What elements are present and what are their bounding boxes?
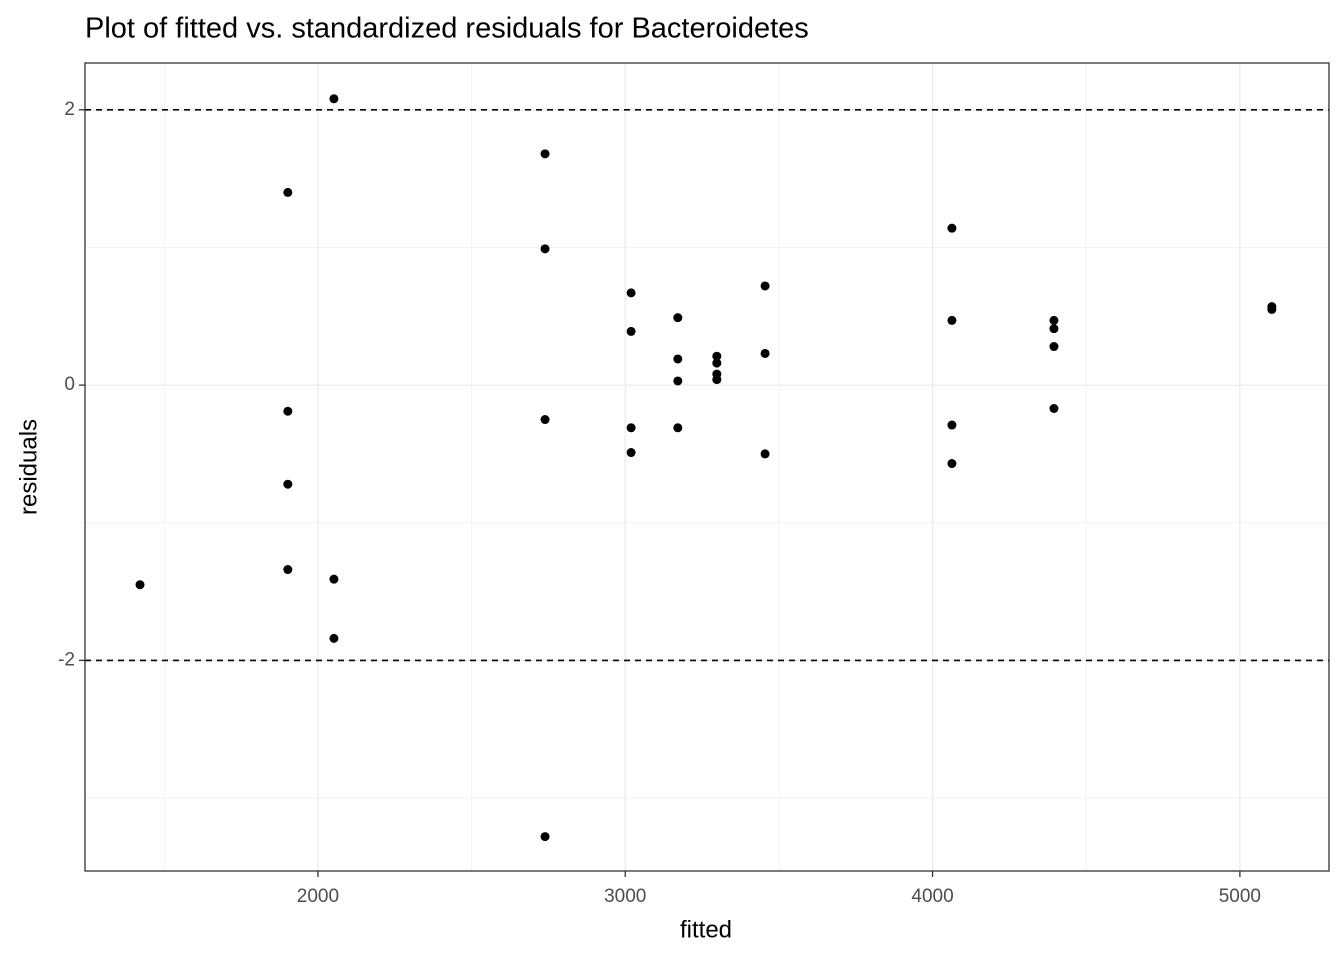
point: [540, 415, 550, 425]
point: [1049, 342, 1059, 352]
point: [283, 479, 293, 489]
point: [673, 376, 683, 386]
point: [329, 94, 339, 104]
point: [540, 832, 550, 842]
point: [283, 187, 293, 197]
x-tick-label: 4000: [911, 886, 953, 907]
point: [135, 580, 145, 590]
point: [1049, 324, 1059, 334]
point: [540, 149, 550, 159]
point: [760, 449, 770, 459]
y-tick-label: 0: [64, 374, 75, 395]
point: [626, 448, 636, 458]
point: [540, 244, 550, 254]
y-axis-label: residuals: [15, 419, 42, 515]
x-tick-label: 2000: [297, 886, 339, 907]
point: [673, 313, 683, 323]
point: [329, 633, 339, 643]
point: [947, 420, 957, 430]
chart-title: Plot of fitted vs. standardized residual…: [85, 13, 809, 45]
point: [673, 423, 683, 433]
point: [673, 354, 683, 364]
y-tick-label: 2: [64, 99, 75, 120]
point: [712, 351, 722, 361]
plot-border: [84, 62, 1330, 872]
point: [329, 574, 339, 584]
point: [626, 288, 636, 298]
point: [712, 358, 722, 368]
point: [947, 459, 957, 469]
point: [760, 281, 770, 291]
point: [1267, 304, 1277, 314]
point: [283, 565, 293, 575]
point: [947, 315, 957, 325]
point: [626, 423, 636, 433]
point: [947, 223, 957, 233]
x-axis-label: fitted: [680, 916, 732, 943]
point: [1049, 315, 1059, 325]
point: [760, 348, 770, 358]
y-tick-label: -2: [58, 649, 75, 670]
x-tick-label: 3000: [604, 886, 646, 907]
point: [1049, 403, 1059, 413]
point: [626, 326, 636, 336]
x-tick-label: 5000: [1219, 886, 1261, 907]
point: [283, 406, 293, 416]
point: [712, 375, 722, 385]
